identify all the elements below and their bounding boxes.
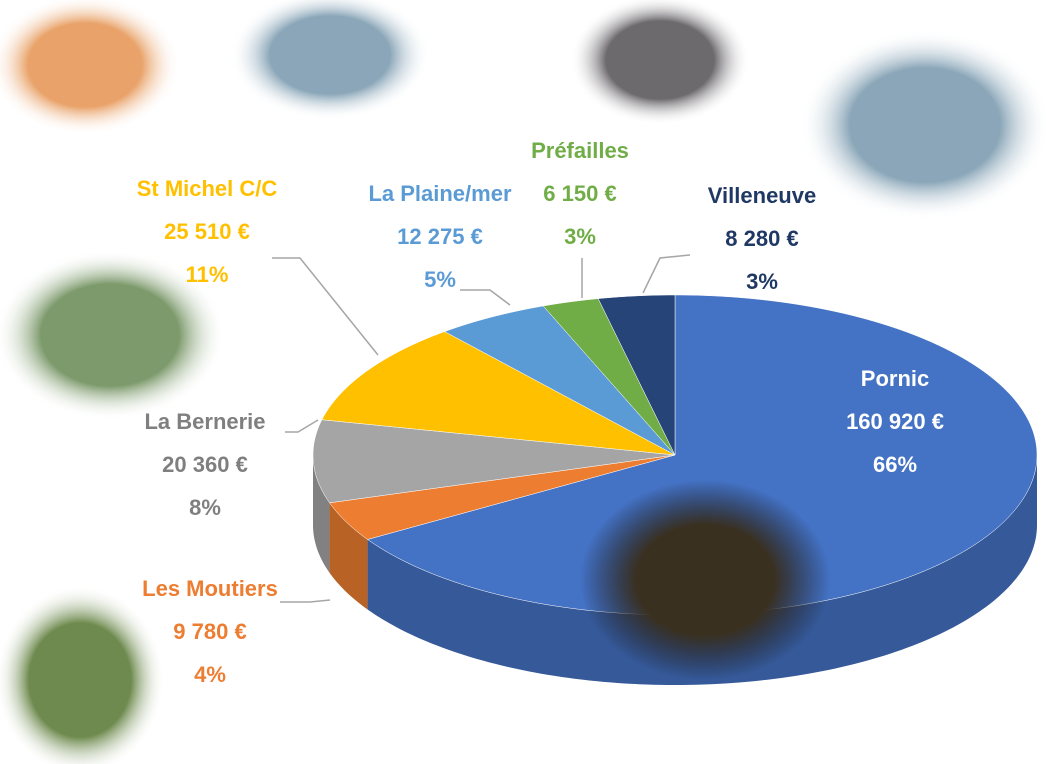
slice [542,298,676,456]
photo [0,250,225,420]
slice-side [329,502,368,610]
photo [570,0,750,125]
percent-label: 8% [189,495,221,520]
leader-line [280,599,331,603]
value-label: 8 280 € [725,226,798,251]
percent-label: 11% [186,262,229,287]
leader-line [460,289,511,306]
slice [321,331,676,456]
category-label: Les Moutiers [142,576,278,601]
percent-label: 3% [746,269,778,294]
slice [329,454,676,540]
slice-side [313,455,330,573]
leader-line [642,254,691,294]
category-label: La Bernerie [144,409,265,434]
slice [366,294,1038,616]
category-label: Pornic [861,366,929,391]
value-label: 6 150 € [543,181,616,206]
percent-label: 66% [873,452,917,477]
percent-label: 4% [194,662,226,687]
photo [230,0,430,120]
value-label: 160 920 € [846,409,944,434]
photo [0,585,165,764]
value-label: 20 360 € [162,452,248,477]
photo [0,0,180,135]
percent-label: 5% [424,267,456,292]
slice [597,294,676,456]
leader-line [285,419,319,433]
percent-label: 3% [564,224,596,249]
photo [580,480,830,680]
slice [312,419,676,504]
value-label: 25 510 € [164,219,250,244]
category-label: La Plaine/mer [368,181,512,206]
pie [312,294,1038,685]
category-label: Villeneuve [708,183,816,208]
category-label: St Michel C/C [137,176,278,201]
value-label: 12 275 € [397,224,483,249]
labels: Pornic 160 920 € 66% Les Moutiers 9 780 € 4% L… [137,138,944,687]
slice-side [367,455,1037,685]
leader-line [272,257,379,356]
leader-lines [272,254,691,603]
category-label: Préfailles [531,138,629,163]
slice [444,305,676,456]
photo [800,30,1046,220]
value-label: 9 780 € [173,619,246,644]
